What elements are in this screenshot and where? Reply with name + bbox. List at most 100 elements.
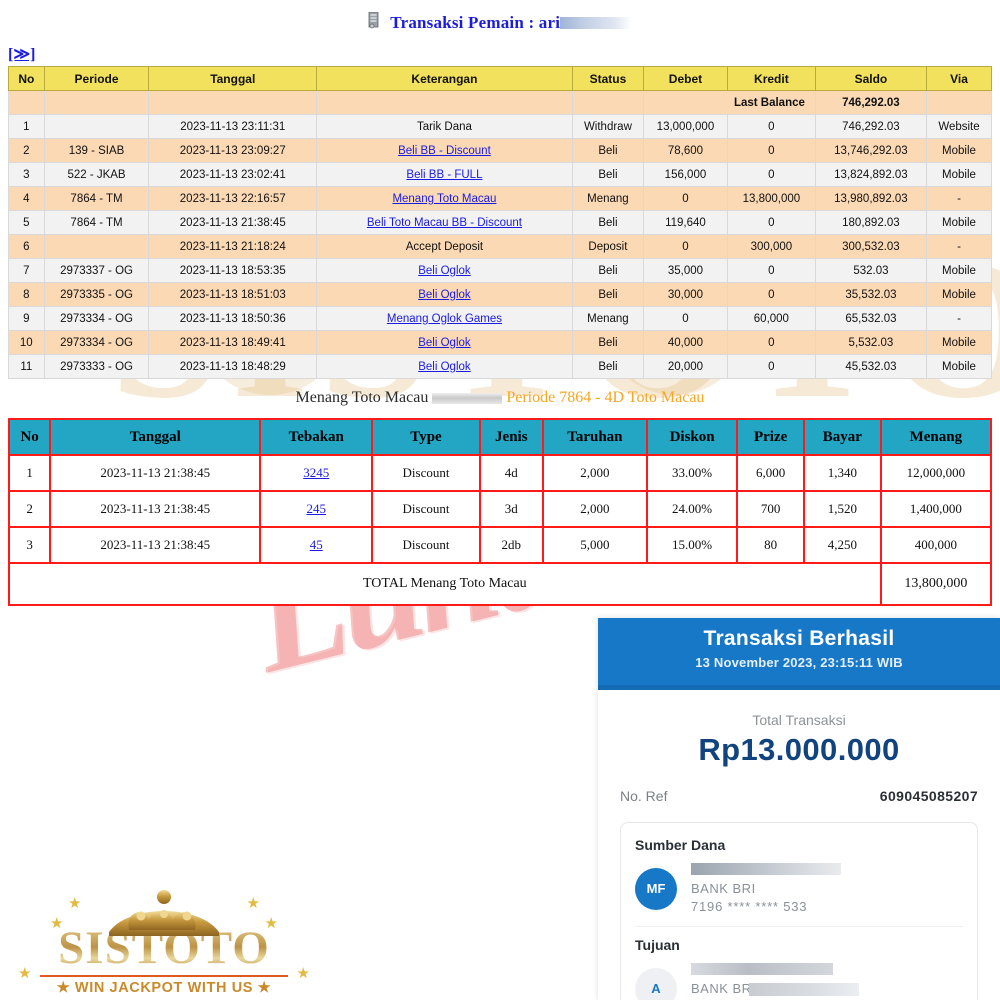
destination-avatar: A bbox=[635, 967, 677, 1000]
cell-via: Mobile bbox=[925, 282, 993, 307]
win-column-header-taruhan: Taruhan bbox=[543, 420, 646, 454]
keterangan-link[interactable]: Beli BB - FULL bbox=[406, 168, 483, 181]
column-header-no: No bbox=[8, 66, 45, 91]
cell-debet: 0 bbox=[643, 186, 728, 211]
cell-no: 3 bbox=[8, 162, 45, 187]
win-total-label: TOTAL Menang Toto Macau bbox=[10, 564, 880, 604]
win-cell-tebakan[interactable]: 3245 bbox=[261, 456, 372, 490]
win-cell-no: 1 bbox=[10, 456, 50, 490]
table-row: 5 7864 - TM 2023-11-13 21:38:45 Beli Toto M… bbox=[8, 210, 993, 235]
table-row: 8 2973335 - OG 2023-11-13 18:51:03 Beli Ogl… bbox=[8, 282, 993, 307]
keterangan-link[interactable]: Beli Toto Macau BB - Discount bbox=[366, 216, 522, 229]
win-cell-type: Discount bbox=[373, 528, 479, 562]
crown-icon bbox=[99, 884, 229, 947]
table-header-row: No Periode Tanggal Keterangan Status Deb… bbox=[8, 66, 993, 91]
keterangan-link[interactable]: Beli Oglok bbox=[418, 288, 471, 301]
source-avatar: MF bbox=[635, 867, 677, 910]
receipt-header: Transaksi Berhasil 13 November 2023, 23:… bbox=[598, 618, 1000, 690]
last-balance-spacer bbox=[148, 90, 318, 115]
win-subtitle-right: Periode 7864 - 4D Toto Macau bbox=[506, 389, 705, 406]
cell-keterangan[interactable]: Menang Toto Macau bbox=[316, 186, 573, 211]
win-cell-tebakan[interactable]: 45 bbox=[261, 528, 372, 562]
cell-via: - bbox=[925, 186, 993, 211]
keterangan-link[interactable]: Menang Toto Macau bbox=[392, 192, 497, 205]
source-account-number: 7196 **** **** 533 bbox=[691, 899, 808, 914]
page-header: Transaksi Pemain : ari bbox=[0, 11, 1000, 36]
cell-saldo: 13,980,892.03 bbox=[814, 186, 927, 211]
win-cell-taruhan: 2,000 bbox=[543, 492, 646, 526]
win-cell-prize: 700 bbox=[738, 492, 804, 526]
cell-no: 2 bbox=[8, 138, 45, 163]
cell-kredit: 13,800,000 bbox=[726, 186, 816, 211]
cell-kredit: 60,000 bbox=[726, 306, 816, 331]
cell-kredit: 300,000 bbox=[726, 234, 816, 259]
tebakan-link[interactable]: 45 bbox=[309, 537, 323, 552]
win-cell-bayar: 4,250 bbox=[805, 528, 880, 562]
cell-kredit: 0 bbox=[726, 210, 816, 235]
win-cell-tebakan[interactable]: 245 bbox=[261, 492, 372, 526]
table-row: 1 2023-11-13 23:11:31 Tarik Dana Withdraw 13… bbox=[8, 114, 993, 139]
cell-status: Menang bbox=[571, 186, 645, 211]
cell-keterangan[interactable]: Beli Oglok bbox=[316, 282, 573, 307]
win-cell-jenis: 4d bbox=[480, 456, 542, 490]
cell-debet: 13,000,000 bbox=[643, 114, 728, 139]
cell-debet: 30,000 bbox=[643, 282, 728, 307]
keterangan-link[interactable]: Menang Oglok Games bbox=[386, 312, 502, 325]
cell-tanggal: 2023-11-13 18:48:29 bbox=[148, 354, 318, 379]
cell-keterangan[interactable]: Beli BB - Discount bbox=[316, 138, 573, 163]
keterangan-link[interactable]: Beli Oglok bbox=[418, 360, 471, 373]
cell-keterangan[interactable]: Menang Oglok Games bbox=[316, 306, 573, 331]
win-table-row: 3 2023-11-13 21:38:45 45 Discount 2db 5,000 15… bbox=[10, 528, 990, 562]
column-header-saldo: Saldo bbox=[814, 66, 927, 91]
keterangan-link[interactable]: Beli BB - Discount bbox=[398, 144, 491, 157]
receipt-datetime: 13 November 2023, 23:15:11 WIB bbox=[695, 655, 903, 670]
cell-debet: 35,000 bbox=[643, 258, 728, 283]
cell-no: 8 bbox=[8, 282, 45, 307]
cell-status: Beli bbox=[571, 210, 645, 235]
keterangan-link[interactable]: Beli Oglok bbox=[418, 264, 471, 277]
cell-keterangan: Accept Deposit bbox=[316, 234, 573, 259]
win-cell-prize: 80 bbox=[738, 528, 804, 562]
next-page-link[interactable]: [≫] bbox=[8, 46, 36, 63]
cell-keterangan[interactable]: Beli BB - FULL bbox=[316, 162, 573, 187]
cell-keterangan[interactable]: Beli Toto Macau BB - Discount bbox=[316, 210, 573, 235]
cell-debet: 78,600 bbox=[643, 138, 728, 163]
cell-keterangan[interactable]: Beli Oglok bbox=[316, 258, 573, 283]
cell-debet: 119,640 bbox=[643, 210, 728, 235]
win-cell-type: Discount bbox=[373, 492, 479, 526]
receipt-ref-label: No. Ref bbox=[620, 788, 668, 804]
star-icon-left-top: ★ bbox=[68, 895, 82, 912]
cell-via: Mobile bbox=[925, 354, 993, 379]
win-cell-no: 3 bbox=[10, 528, 50, 562]
last-balance-label: Last Balance bbox=[643, 90, 816, 115]
keterangan-link[interactable]: Beli Oglok bbox=[418, 336, 471, 349]
cell-tanggal: 2023-11-13 23:02:41 bbox=[148, 162, 318, 187]
cell-keterangan[interactable]: Beli Oglok bbox=[316, 330, 573, 355]
cell-status: Beli bbox=[571, 162, 645, 187]
win-table-row: 1 2023-11-13 21:38:45 3245 Discount 4d 2,000 3… bbox=[10, 456, 990, 490]
column-header-keterangan: Keterangan bbox=[316, 66, 573, 91]
last-balance-spacer bbox=[8, 90, 45, 115]
source-account-info: BANK BRI 7196 **** **** 533 bbox=[691, 863, 841, 914]
cell-keterangan[interactable]: Beli Oglok bbox=[316, 354, 573, 379]
win-cell-type: Discount bbox=[373, 456, 479, 490]
cell-saldo: 300,532.03 bbox=[814, 234, 927, 259]
destination-bank-redaction bbox=[749, 983, 859, 996]
win-column-header-prize: Prize bbox=[738, 420, 804, 454]
source-bank-name: BANK BRI bbox=[691, 881, 756, 896]
win-cell-jenis: 3d bbox=[480, 492, 542, 526]
cell-kredit: 0 bbox=[726, 162, 816, 187]
win-column-header-no: No bbox=[10, 420, 50, 454]
last-balance-spacer bbox=[571, 90, 645, 115]
cell-saldo: 5,532.03 bbox=[814, 330, 927, 355]
last-balance-spacer bbox=[925, 90, 993, 115]
cell-no: 5 bbox=[8, 210, 45, 235]
destination-bank-name: BANK BRI bbox=[691, 981, 756, 996]
cell-tanggal: 2023-11-13 18:51:03 bbox=[148, 282, 318, 307]
tebakan-link[interactable]: 3245 bbox=[303, 465, 330, 480]
receipt-body: Total Transaksi Rp13.000.000 No. Ref 609… bbox=[598, 712, 1000, 1000]
win-cell-diskon: 24.00% bbox=[647, 492, 737, 526]
tebakan-link[interactable]: 245 bbox=[306, 501, 326, 516]
cell-status: Withdraw bbox=[571, 114, 645, 139]
